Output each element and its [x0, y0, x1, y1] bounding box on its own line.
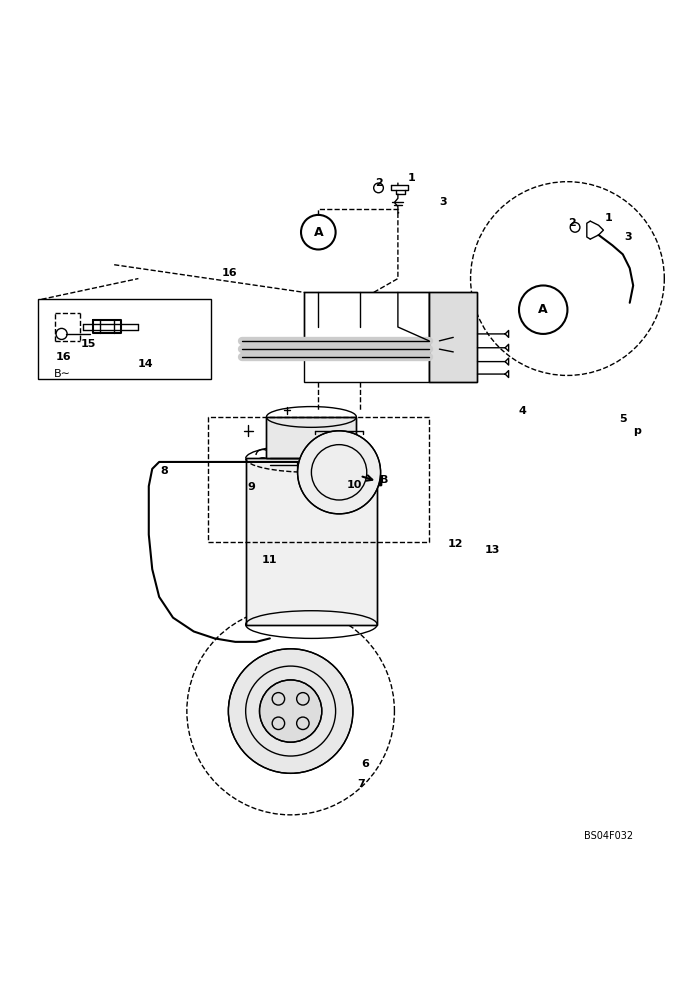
Text: 11: 11 — [262, 555, 277, 565]
Text: 5: 5 — [619, 414, 627, 424]
Bar — [266, 417, 356, 458]
Bar — [38, 299, 211, 379]
Text: A: A — [313, 226, 323, 239]
Text: 8: 8 — [161, 466, 169, 476]
Text: B: B — [380, 475, 388, 485]
Circle shape — [228, 649, 353, 773]
Text: 7: 7 — [357, 779, 365, 789]
Bar — [304, 292, 429, 348]
Circle shape — [260, 680, 322, 742]
Bar — [429, 292, 477, 382]
Circle shape — [298, 431, 381, 514]
Text: 6: 6 — [361, 759, 370, 769]
Text: 10: 10 — [347, 480, 362, 490]
Text: 16: 16 — [56, 352, 71, 362]
Text: 4: 4 — [518, 406, 527, 416]
Bar — [246, 458, 377, 625]
Text: 13: 13 — [485, 545, 500, 555]
Bar — [429, 292, 477, 382]
Text: B∼: B∼ — [54, 369, 71, 379]
Bar — [304, 292, 429, 382]
Text: 3: 3 — [624, 232, 632, 242]
Text: 1: 1 — [605, 213, 613, 223]
Bar — [246, 458, 377, 625]
Text: 12: 12 — [448, 539, 463, 549]
Text: A: A — [538, 303, 548, 316]
Text: 15: 15 — [81, 339, 96, 349]
Text: 1: 1 — [408, 173, 416, 183]
Text: 9: 9 — [247, 482, 255, 492]
Text: 3: 3 — [439, 197, 447, 207]
Text: 16: 16 — [222, 268, 237, 278]
Text: p: p — [632, 426, 641, 436]
Text: 2: 2 — [567, 218, 576, 228]
Text: 2: 2 — [374, 178, 383, 188]
Text: BS04F032: BS04F032 — [585, 831, 633, 841]
Text: 14: 14 — [138, 359, 153, 369]
Bar — [266, 417, 356, 458]
